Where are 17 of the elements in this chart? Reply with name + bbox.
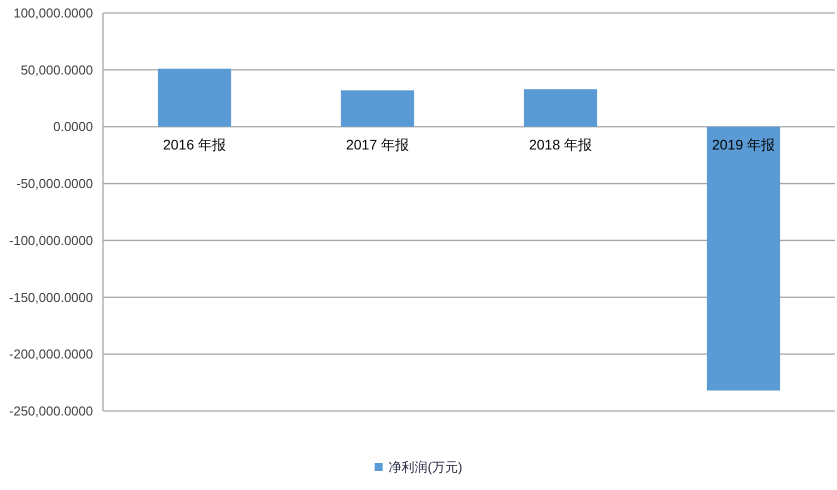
y-tick-label: -50,000.0000 xyxy=(16,176,93,192)
y-tick-label: 0.0000 xyxy=(53,119,93,134)
bar xyxy=(706,126,780,391)
x-tick-label: 2018 年报 xyxy=(528,136,592,153)
y-tick-label: 100,000.0000 xyxy=(13,6,93,20)
y-tick-label: -150,000.0000 xyxy=(9,290,93,305)
bar xyxy=(524,89,598,127)
y-tick-label: 50,000.0000 xyxy=(20,62,93,78)
x-tick-label: 2017 年报 xyxy=(346,136,410,153)
bar xyxy=(340,90,414,127)
y-tick-label: -250,000.0000 xyxy=(9,404,93,418)
x-tick-label: 2019 年报 xyxy=(712,136,776,153)
x-tick-label: 2016 年报 xyxy=(162,136,226,153)
y-tick-label: -200,000.0000 xyxy=(9,346,93,362)
legend-label: 净利润(万元) xyxy=(388,460,462,474)
y-tick-label: -100,000.0000 xyxy=(9,232,93,248)
bar xyxy=(158,68,232,127)
